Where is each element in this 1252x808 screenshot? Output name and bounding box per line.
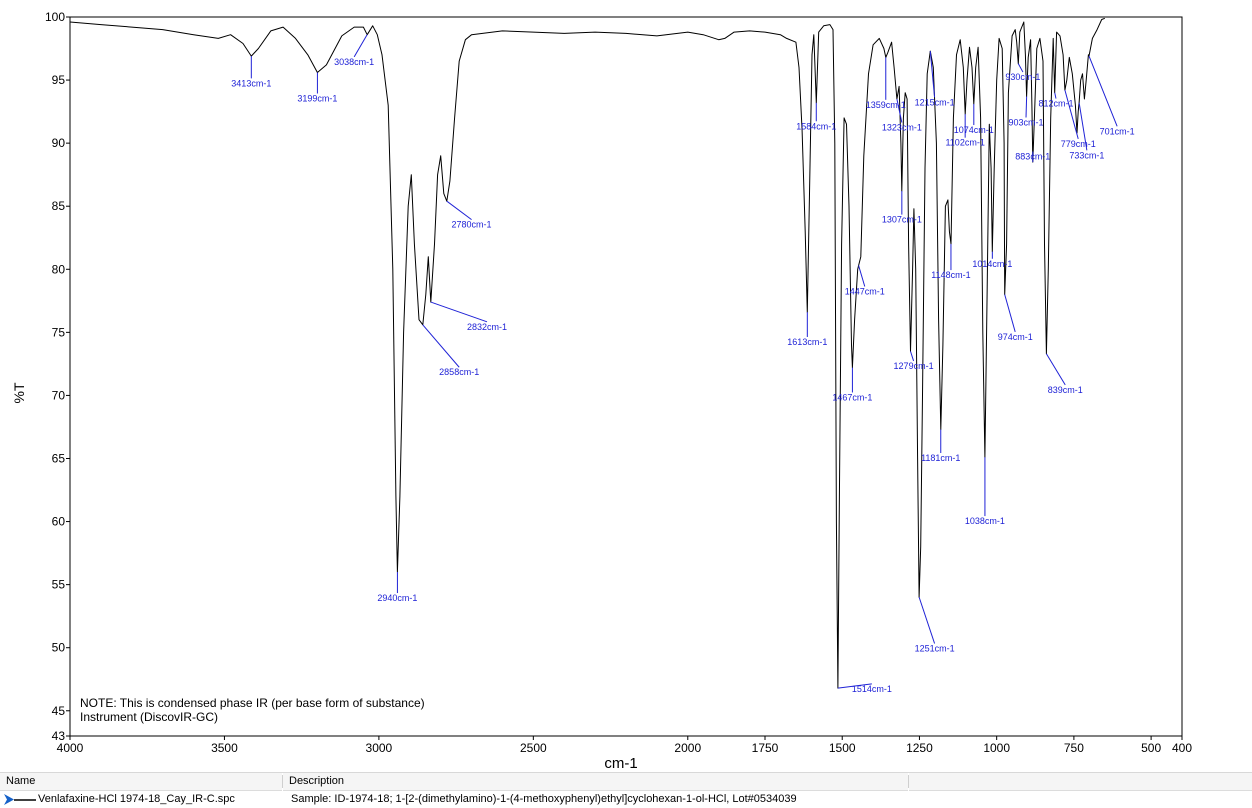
y-tick-label: 43	[52, 729, 66, 743]
spectrum-trace	[69, 17, 1105, 689]
peak-label: 1102cm-1	[945, 138, 984, 148]
y-tick-label: 90	[52, 136, 66, 150]
legend-row-name: Venlafaxine-HCl 1974-18_Cay_IR-C.spc	[38, 793, 235, 805]
peak-labels: 3413cm-1 3199cm-1 3038cm-1 2940cm-1 2858cm-1…	[231, 34, 1135, 694]
peak-label: 2858cm-1	[439, 367, 479, 377]
y-axis-label: %T	[11, 382, 27, 403]
peak-label: 1038cm-1	[965, 516, 1005, 526]
peak-label: 1323cm-1	[882, 123, 922, 133]
y-tick-label: 70	[52, 388, 66, 402]
peak-leader-line	[1088, 55, 1118, 127]
peak-leader-line	[1045, 353, 1066, 386]
peak-label: 2832cm-1	[467, 322, 507, 332]
peak-leader-line	[422, 324, 460, 368]
peak-label: 1467cm-1	[832, 392, 872, 402]
x-tick-label: 2500	[520, 741, 547, 755]
peak-label: 839cm-1	[1048, 385, 1083, 395]
peak-label: 1279cm-1	[894, 361, 934, 371]
column-divider[interactable]	[282, 775, 283, 788]
peak-label: 1307cm-1	[882, 215, 922, 225]
y-tick-label: 85	[52, 199, 66, 213]
y-tick-label: 80	[52, 262, 66, 276]
x-tick-label: 1750	[752, 741, 779, 755]
peak-leader-line	[1054, 92, 1057, 99]
peak-label: 1014cm-1	[972, 259, 1012, 269]
peak-leader-line	[1017, 63, 1024, 73]
x-tick-label: 1500	[829, 741, 856, 755]
peak-label: 1148cm-1	[931, 270, 970, 280]
spectra-legend-table: Name Description Venlafaxine-HCl 1974-18…	[0, 772, 1252, 808]
x-tick-label: 400	[1172, 741, 1192, 755]
peak-label: 1215cm-1	[915, 97, 955, 107]
current-row-arrow-icon	[4, 794, 14, 805]
peak-label: 1359cm-1	[866, 100, 906, 110]
peak-label: 1181cm-1	[921, 453, 960, 463]
x-tick-label: 2000	[674, 741, 701, 755]
peak-leader-line	[353, 34, 368, 58]
x-tick-label: 1000	[983, 741, 1010, 755]
y-tick-label: 60	[52, 515, 66, 529]
y-tick-label: 45	[52, 704, 66, 718]
peak-leader-line	[929, 51, 936, 98]
plot-frame	[69, 16, 1183, 737]
peak-leader-line	[837, 683, 872, 689]
chart-axes: 4000 3500 3000 2500 2000 1750 1500 1250 1000 750 5…	[45, 10, 1192, 755]
legend-row-description: Sample: ID-1974-18; 1-[2-(dimethylamino)…	[291, 793, 797, 805]
peak-label: 883cm-1	[1015, 152, 1050, 162]
y-tick-label: 55	[52, 578, 66, 592]
column-divider[interactable]	[908, 775, 909, 788]
peak-leader-line	[858, 265, 866, 287]
peak-label: 1584cm-1	[796, 121, 836, 131]
y-tick-label: 50	[52, 641, 66, 655]
peak-leader-line	[910, 351, 915, 362]
legend-row[interactable]: Venlafaxine-HCl 1974-18_Cay_IR-C.spc Sam…	[0, 791, 1252, 808]
ir-spectrum-chart: 4000 3500 3000 2500 2000 1750 1500 1250 1000 750 5…	[11, 10, 1192, 772]
peak-label: 1613cm-1	[787, 337, 827, 347]
x-tick-label: 3500	[211, 741, 238, 755]
legend-header-description[interactable]: Description	[283, 773, 908, 791]
peak-label: 2780cm-1	[452, 220, 492, 230]
peak-leader-line	[918, 597, 936, 644]
y-tick-label: 65	[52, 451, 66, 465]
peak-label: 733cm-1	[1069, 150, 1104, 160]
peak-leader-line	[1064, 90, 1079, 140]
x-tick-label: 4000	[57, 741, 84, 755]
x-tick-label: 750	[1064, 741, 1084, 755]
peak-leader-line	[1025, 96, 1028, 118]
x-tick-label: 3000	[366, 741, 393, 755]
x-axis-label: cm-1	[604, 755, 637, 772]
y-tick-label: 100	[45, 10, 65, 24]
peak-leader-line	[446, 200, 472, 221]
instrument-annotation: Instrument (DiscovIR-GC)	[80, 710, 218, 724]
legend-header-blank	[909, 773, 1252, 791]
peak-label: 974cm-1	[998, 332, 1033, 342]
peak-label: 3413cm-1	[231, 78, 271, 88]
note-annotation: NOTE: This is condensed phase IR (per ba…	[80, 696, 425, 710]
peak-leader-line	[896, 98, 903, 123]
x-tick-label: 500	[1141, 741, 1161, 755]
peak-leader-line	[430, 301, 488, 323]
y-tick-label: 75	[52, 325, 66, 339]
x-tick-label: 1250	[906, 741, 933, 755]
peak-label: 1074cm-1	[954, 125, 994, 135]
legend-header-description-label: Description	[289, 775, 345, 787]
peak-label: 930cm-1	[1005, 72, 1040, 82]
peak-label: 903cm-1	[1009, 117, 1044, 127]
series-line	[69, 17, 1105, 689]
legend-header-name[interactable]: Name	[0, 773, 282, 791]
peak-label: 812cm-1	[1038, 99, 1073, 109]
peak-label: 1251cm-1	[915, 643, 955, 653]
peak-leader-line	[1004, 294, 1016, 333]
series-line-swatch	[14, 799, 36, 801]
legend-header-name-label: Name	[6, 775, 36, 787]
peak-label: 701cm-1	[1100, 126, 1135, 136]
peak-label: 3038cm-1	[334, 57, 374, 67]
peak-leader-line	[1078, 102, 1088, 151]
peak-label: 2940cm-1	[377, 593, 417, 603]
peak-label: 779cm-1	[1061, 139, 1096, 149]
peak-label: 1514cm-1	[852, 684, 892, 694]
peak-label: 3199cm-1	[297, 94, 337, 104]
y-tick-label: 95	[52, 73, 66, 87]
peak-label: 1447cm-1	[845, 287, 885, 297]
